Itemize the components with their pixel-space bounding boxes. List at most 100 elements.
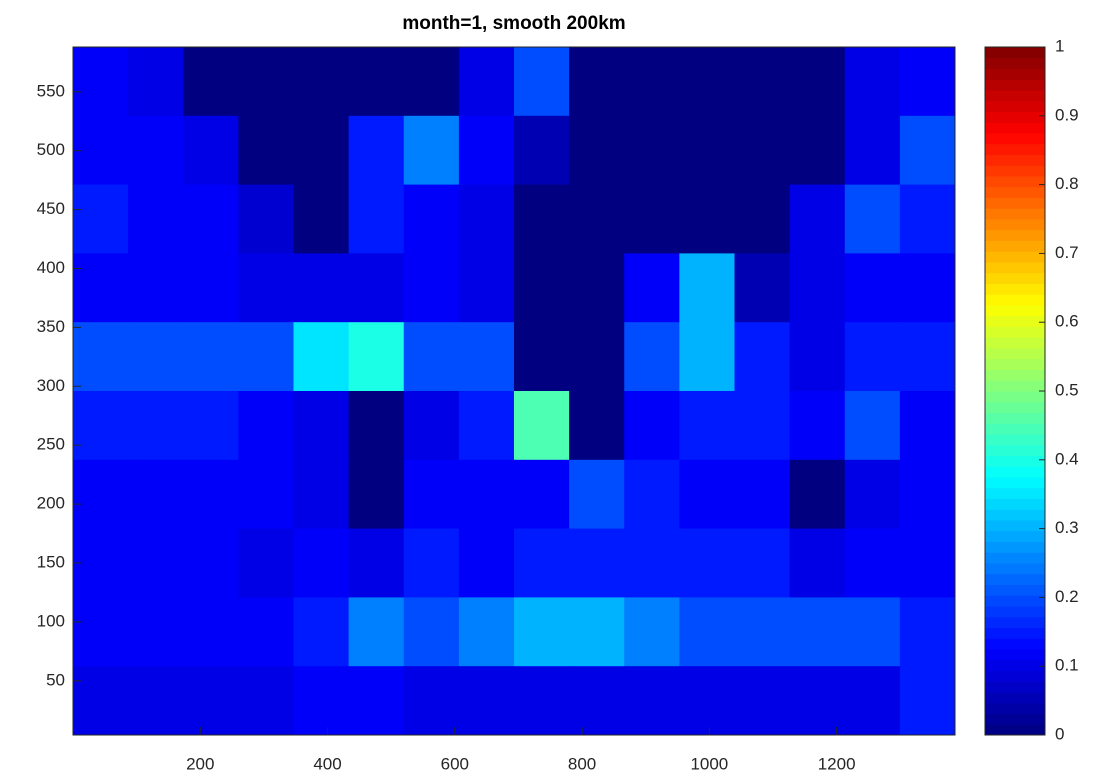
heat-cell bbox=[789, 322, 846, 392]
colorbar-swatch bbox=[985, 412, 1045, 424]
heat-cell bbox=[183, 322, 239, 392]
heat-cell bbox=[73, 666, 129, 736]
heat-cell bbox=[899, 391, 956, 461]
heat-cell bbox=[899, 528, 956, 598]
heat-cell bbox=[403, 528, 460, 598]
x-tick-label: 400 bbox=[313, 754, 341, 773]
heat-cell bbox=[734, 47, 791, 117]
heat-cell bbox=[624, 459, 680, 530]
heat-cell bbox=[789, 391, 846, 461]
colorbar-swatch bbox=[985, 444, 1045, 456]
heat-cell bbox=[348, 184, 405, 254]
colorbar-swatch bbox=[985, 240, 1045, 252]
heat-cell bbox=[899, 184, 956, 254]
heat-cell bbox=[679, 666, 735, 736]
heat-cell bbox=[514, 322, 570, 392]
heat-cell bbox=[624, 115, 680, 186]
heat-cell bbox=[679, 459, 735, 530]
colorbar-tick-label: 0.7 bbox=[1055, 243, 1079, 262]
colorbar-swatch bbox=[985, 638, 1045, 650]
colorbar-swatch bbox=[985, 681, 1045, 693]
heat-cell bbox=[844, 597, 901, 667]
heat-cell bbox=[899, 253, 956, 323]
heat-cell bbox=[569, 597, 625, 667]
heat-cell bbox=[514, 391, 570, 461]
heat-cell bbox=[514, 47, 570, 117]
heat-cell bbox=[679, 253, 735, 323]
colorbar-swatch bbox=[985, 606, 1045, 618]
colorbar-swatch bbox=[985, 434, 1045, 446]
heat-cell bbox=[569, 666, 625, 736]
y-tick-label: 200 bbox=[37, 494, 65, 513]
colorbar-swatch bbox=[985, 670, 1045, 682]
heat-cell bbox=[128, 597, 184, 667]
colorbar-swatch bbox=[985, 294, 1045, 306]
heat-cell bbox=[734, 459, 791, 530]
colorbar-tick-label: 1 bbox=[1055, 36, 1064, 55]
colorbar-swatch bbox=[985, 552, 1045, 564]
heat-cell bbox=[403, 459, 460, 530]
colorbar-swatch bbox=[985, 498, 1045, 510]
heat-cell bbox=[348, 253, 405, 323]
heat-cell bbox=[569, 528, 625, 598]
colorbar-swatch bbox=[985, 563, 1045, 575]
heat-cell bbox=[73, 184, 129, 254]
heat-cell bbox=[844, 115, 901, 186]
heat-cell bbox=[348, 459, 405, 530]
heat-cell bbox=[73, 528, 129, 598]
colorbar-tick-label: 0.1 bbox=[1055, 656, 1079, 675]
colorbar-swatch bbox=[985, 348, 1045, 360]
heat-cell bbox=[348, 597, 405, 667]
heat-cell bbox=[844, 184, 901, 254]
heat-cell bbox=[238, 597, 294, 667]
colorbar-tick-label: 0.8 bbox=[1055, 174, 1079, 193]
heat-cell bbox=[183, 597, 239, 667]
heat-cell bbox=[734, 666, 791, 736]
colorbar-swatch bbox=[985, 122, 1045, 134]
colorbar-swatch bbox=[985, 702, 1045, 714]
heat-cell bbox=[844, 666, 901, 736]
heat-cell bbox=[844, 322, 901, 392]
colorbar-swatch bbox=[985, 724, 1045, 736]
colorbar-swatch bbox=[985, 713, 1045, 725]
heat-cell bbox=[238, 184, 294, 254]
colorbar-swatch bbox=[985, 466, 1045, 478]
colorbar-swatch bbox=[985, 111, 1045, 123]
chart-title: month=1, smooth 200km bbox=[402, 13, 625, 34]
heat-cell bbox=[73, 253, 129, 323]
colorbar-swatch bbox=[985, 208, 1045, 220]
colorbar-swatch bbox=[985, 530, 1045, 542]
heat-cell bbox=[73, 322, 129, 392]
colorbar-tick-label: 0.5 bbox=[1055, 380, 1079, 399]
heat-cell bbox=[293, 184, 350, 254]
heat-cell bbox=[183, 253, 239, 323]
heat-cell bbox=[403, 597, 460, 667]
heat-cell bbox=[734, 184, 791, 254]
heat-cell bbox=[183, 47, 239, 117]
y-tick-label: 300 bbox=[37, 376, 65, 395]
colorbar-swatch bbox=[985, 380, 1045, 392]
colorbar-swatch bbox=[985, 391, 1045, 403]
heat-cell bbox=[569, 322, 625, 392]
heat-cell bbox=[789, 666, 846, 736]
heat-cell bbox=[624, 47, 680, 117]
colorbar-swatch bbox=[985, 315, 1045, 327]
colorbar-swatch bbox=[985, 595, 1045, 607]
colorbar-swatch bbox=[985, 509, 1045, 521]
heat-cell bbox=[789, 115, 846, 186]
x-tick-label: 200 bbox=[186, 754, 214, 773]
heat-cell bbox=[73, 47, 129, 117]
heat-cell bbox=[348, 47, 405, 117]
heat-cell bbox=[624, 184, 680, 254]
colorbar-swatch bbox=[985, 251, 1045, 263]
heat-cell bbox=[348, 322, 405, 392]
heat-cell bbox=[624, 597, 680, 667]
colorbar-swatch bbox=[985, 219, 1045, 231]
heat-cell bbox=[679, 115, 735, 186]
y-tick-label: 350 bbox=[37, 317, 65, 336]
heat-cell bbox=[844, 253, 901, 323]
heat-cell bbox=[238, 47, 294, 117]
y-tick-label: 100 bbox=[37, 611, 65, 630]
heat-cell bbox=[128, 253, 184, 323]
